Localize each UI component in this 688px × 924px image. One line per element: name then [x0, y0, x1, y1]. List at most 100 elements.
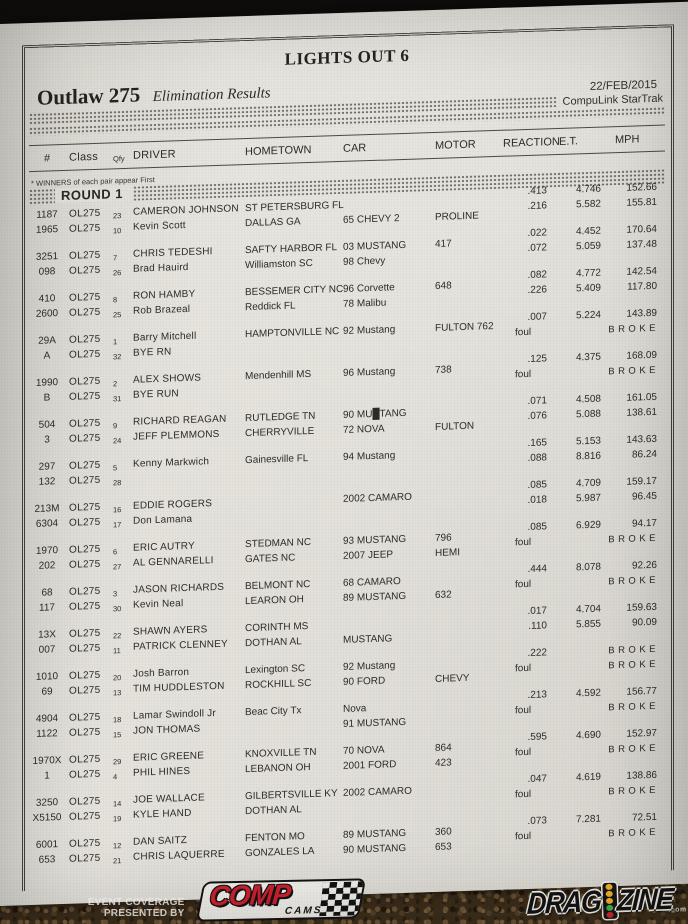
cell-motor: PROLINE — [435, 210, 479, 223]
cell-qualify: 21 — [113, 856, 122, 866]
cell-driver: CHRIS LAQUERRE — [133, 848, 225, 863]
cell-number: 1965 — [35, 224, 59, 236]
cell-car: 91 MUSTANG — [343, 716, 407, 730]
cell-number: 202 — [38, 560, 56, 572]
cell-motor: HEMI — [435, 547, 460, 559]
cell-mph: 90.09 — [631, 616, 657, 629]
cell-result-broke: BROKE — [608, 364, 659, 378]
cell-hometown — [245, 507, 343, 528]
cell-class: OL275 — [69, 558, 101, 571]
cell-reaction: foul — [515, 368, 532, 381]
cell-car: 78 Malibu — [343, 297, 387, 310]
cell-class: OL275 — [69, 642, 101, 655]
col-mph-header: MPH — [615, 133, 640, 147]
cell-motor — [435, 292, 501, 312]
cell-car: 72 NOVA — [343, 423, 385, 436]
cell-result-broke: BROKE — [608, 700, 659, 714]
cell-motor — [435, 376, 501, 396]
cell-reaction: foul — [515, 704, 532, 717]
drag-tree-icon — [601, 882, 617, 920]
cell-reaction: .216 — [527, 200, 547, 212]
cell-number: 007 — [38, 644, 56, 656]
cell-motor: 653 — [435, 841, 452, 853]
cell-mph: 155.81 — [626, 196, 657, 209]
col-motor-header: MOTOR — [435, 138, 476, 152]
cell-car — [343, 798, 435, 819]
cell-hometown: DALLAS GA — [245, 216, 301, 230]
cell-class: OL275 — [69, 810, 101, 823]
cell-motor — [435, 250, 501, 270]
cell-qualify: 24 — [113, 436, 122, 446]
cell-driver: JEFF PLEMMONS — [133, 428, 220, 443]
cell-qualify: 27 — [113, 562, 122, 572]
cell-car — [343, 378, 435, 399]
cell-mph: 117.80 — [627, 280, 657, 293]
cell-reaction: foul — [515, 788, 532, 801]
cell-result-broke: BROKE — [608, 322, 659, 336]
cell-motor: FULTON — [435, 420, 475, 433]
cell-car: 90 MUSTANG — [343, 842, 407, 856]
cell-result-broke: BROKE — [608, 826, 659, 840]
cell-qualify: 15 — [113, 730, 122, 740]
cell-car: 90 FORD — [343, 675, 386, 688]
cell-car — [343, 462, 435, 483]
cell-driver: JON THOMAS — [133, 723, 201, 737]
cell-qualify: 11 — [113, 646, 121, 656]
printed-border-frame: LIGHTS OUT 6 Outlaw 275 Elimination Resu… — [22, 24, 674, 892]
cell-qualify: 4 — [113, 772, 118, 782]
cell-mph: 86.24 — [631, 448, 657, 461]
cell-reaction: .088 — [527, 452, 547, 464]
cell-hometown: LEARON OH — [245, 594, 304, 608]
cell-motor — [435, 502, 501, 522]
cell-reaction: foul — [515, 746, 532, 759]
cell-result-broke: BROKE — [608, 658, 659, 672]
cell-hometown — [245, 381, 343, 402]
cell-reaction: .076 — [527, 410, 547, 422]
tree-light-amber-1 — [605, 883, 613, 891]
cell-car — [343, 336, 435, 357]
tree-light-amber-3 — [605, 897, 613, 905]
cell-number: 117 — [39, 602, 55, 614]
cell-number: 2600 — [35, 308, 59, 320]
cell-et: 5.059 — [575, 240, 601, 253]
cell-class: OL275 — [69, 516, 101, 529]
cell-class: OL275 — [69, 600, 101, 613]
comp-cams-logo: COMP CAMS — [195, 878, 367, 922]
cell-class: OL275 — [69, 852, 101, 865]
coverage-line-1: EVENT COVERAGE — [87, 896, 185, 908]
cell-qualify: 26 — [113, 268, 122, 278]
cell-class: OL275 — [69, 348, 101, 361]
cell-qualify: 17 — [113, 520, 122, 530]
cell-motor: 423 — [435, 757, 452, 769]
cell-qualify: 28 — [113, 478, 122, 488]
cell-hometown: ROCKHILL SC — [245, 677, 312, 692]
cell-number: 098 — [38, 266, 56, 278]
cell-hometown: Williamston SC — [245, 257, 313, 272]
cell-number: 1122 — [36, 728, 58, 740]
cell-qualify: 25 — [113, 310, 122, 320]
col-hometown-header: HOMETOWN — [245, 143, 312, 159]
cell-result-broke: BROKE — [608, 742, 659, 756]
cell-et: 5.582 — [575, 198, 601, 211]
cell-motor — [435, 796, 501, 816]
cell-class: OL275 — [69, 390, 101, 403]
cell-mph: 138.61 — [626, 406, 657, 419]
cell-car: 98 Chevy — [343, 255, 386, 268]
results-sheet: LIGHTS OUT 6 Outlaw 275 Elimination Resu… — [0, 1, 688, 906]
cell-driver: AL GENNARELLI — [133, 555, 214, 569]
cell-et: 5.088 — [575, 408, 601, 421]
cell-hometown: DOTHAN AL — [245, 636, 302, 650]
cell-result-broke: BROKE — [608, 574, 659, 588]
cell-result-broke: BROKE — [608, 532, 659, 546]
cell-driver: Brad Hauird — [133, 261, 189, 275]
cell-driver: Don Lamana — [133, 513, 193, 527]
timing-system-label: CompuLink StarTrak — [562, 92, 663, 108]
cell-number: 653 — [38, 854, 56, 866]
cell-et: 5.409 — [575, 282, 601, 295]
cell-reaction: foul — [515, 536, 532, 549]
cell-driver: Kevin Neal — [133, 598, 184, 611]
col-car-header: CAR — [343, 142, 367, 155]
event-date: 22/FEB/2015 — [589, 78, 657, 93]
cell-class: OL275 — [69, 222, 101, 235]
report-subtitle: Elimination Results — [152, 85, 271, 106]
